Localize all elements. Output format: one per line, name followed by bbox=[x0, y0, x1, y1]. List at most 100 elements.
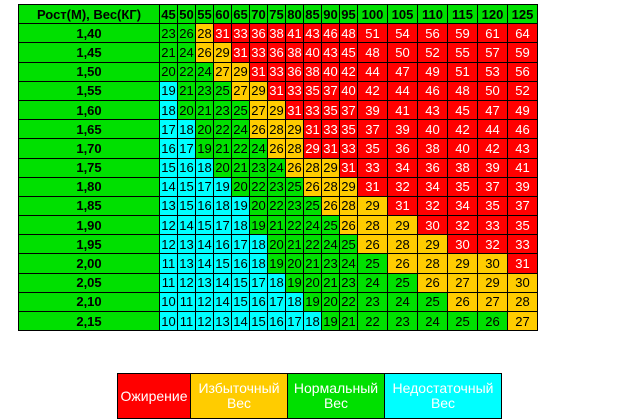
table-row: 1,70 16 17 19 21 22 24 26 28 29 31 33 35 36 38 40 42 43 bbox=[18, 138, 538, 159]
bmi-cell: 16 bbox=[177, 157, 196, 178]
bmi-cell: 17 bbox=[285, 310, 304, 332]
bmi-cell: 19 bbox=[267, 253, 286, 274]
bmi-cell: 35 bbox=[303, 80, 322, 101]
bmi-cell: 33 bbox=[231, 23, 250, 44]
table-row: 1,85 13 15 16 18 19 20 22 23 25 26 28 29 31 32 34 35 37 bbox=[18, 195, 538, 217]
bmi-cell: 28 bbox=[267, 119, 286, 140]
height-label: 1,70 bbox=[18, 138, 160, 159]
bmi-cell: 41 bbox=[387, 99, 418, 121]
bmi-cell: 18 bbox=[285, 291, 304, 313]
bmi-cell: 18 bbox=[159, 99, 178, 121]
bmi-cell: 26 bbox=[387, 253, 418, 274]
weight-header: 80 bbox=[285, 3, 304, 25]
table-row: 1,40 23 26 28 31 33 36 38 41 43 46 48 51 54 56 59 61 64 bbox=[18, 23, 538, 44]
height-label: 1,85 bbox=[18, 195, 160, 217]
bmi-cell: 29 bbox=[417, 234, 448, 255]
bmi-cell: 28 bbox=[285, 138, 304, 159]
bmi-cell: 42 bbox=[339, 61, 358, 82]
bmi-cell: 12 bbox=[177, 272, 196, 293]
bmi-cell: 42 bbox=[357, 80, 388, 101]
bmi-cell: 21 bbox=[195, 99, 214, 121]
bmi-cell: 46 bbox=[417, 80, 448, 101]
bmi-cell: 38 bbox=[285, 42, 304, 63]
bmi-cell: 43 bbox=[507, 138, 538, 159]
bmi-cell: 11 bbox=[177, 291, 196, 313]
weight-header: 60 bbox=[213, 3, 232, 25]
table-row: 2,10 10 11 12 14 15 16 17 18 19 20 22 23 24 25 26 27 28 bbox=[18, 291, 538, 313]
bmi-cell: 24 bbox=[177, 42, 196, 63]
bmi-cell: 21 bbox=[321, 272, 340, 293]
bmi-cell: 37 bbox=[357, 119, 388, 140]
bmi-cell: 40 bbox=[447, 138, 478, 159]
bmi-cell: 48 bbox=[447, 80, 478, 101]
bmi-cell: 48 bbox=[339, 23, 358, 44]
bmi-cell: 45 bbox=[339, 42, 358, 63]
bmi-cell: 16 bbox=[267, 310, 286, 332]
bmi-cell: 36 bbox=[249, 23, 268, 44]
bmi-cell: 18 bbox=[249, 234, 268, 255]
bmi-cell: 29 bbox=[249, 80, 268, 101]
bmi-cell: 20 bbox=[249, 195, 268, 217]
bmi-cell: 26 bbox=[303, 176, 322, 197]
bmi-cell: 28 bbox=[417, 253, 448, 274]
bmi-cell: 43 bbox=[321, 42, 340, 63]
bmi-cell: 17 bbox=[231, 234, 250, 255]
bmi-cell: 29 bbox=[339, 176, 358, 197]
bmi-cell: 52 bbox=[507, 80, 538, 101]
bmi-cell: 28 bbox=[339, 195, 358, 217]
bmi-cell: 23 bbox=[357, 291, 388, 313]
table-row: 1,90 12 14 15 17 18 19 21 22 24 25 26 28 29 30 32 33 35 bbox=[18, 215, 538, 236]
bmi-cell: 18 bbox=[195, 157, 214, 178]
bmi-cell: 52 bbox=[417, 42, 448, 63]
bmi-cell: 50 bbox=[477, 80, 508, 101]
bmi-cell: 24 bbox=[321, 234, 340, 255]
bmi-cell: 23 bbox=[339, 272, 358, 293]
bmi-cell: 28 bbox=[195, 23, 214, 44]
bmi-cell: 19 bbox=[285, 272, 304, 293]
height-label: 1,95 bbox=[18, 234, 160, 255]
bmi-cell: 35 bbox=[321, 99, 340, 121]
bmi-cell: 19 bbox=[213, 176, 232, 197]
bmi-cell: 20 bbox=[195, 119, 214, 140]
table-row: 1,75 15 16 18 20 21 23 24 26 28 29 31 33 34 36 38 39 41 bbox=[18, 157, 538, 178]
bmi-cell: 29 bbox=[213, 42, 232, 63]
bmi-cell: 10 bbox=[159, 291, 178, 313]
bmi-cell: 34 bbox=[447, 195, 478, 217]
bmi-cell: 17 bbox=[267, 291, 286, 313]
bmi-cell: 23 bbox=[387, 310, 418, 332]
bmi-cell: 50 bbox=[387, 42, 418, 63]
bmi-cell: 22 bbox=[285, 215, 304, 236]
bmi-cell: 37 bbox=[339, 99, 358, 121]
bmi-cell: 25 bbox=[303, 195, 322, 217]
bmi-cell: 21 bbox=[267, 215, 286, 236]
bmi-cell: 48 bbox=[357, 42, 388, 63]
bmi-cell: 27 bbox=[507, 310, 538, 332]
bmi-cell: 14 bbox=[213, 291, 232, 313]
bmi-cell: 25 bbox=[447, 310, 478, 332]
bmi-cell: 39 bbox=[507, 176, 538, 197]
bmi-cell: 38 bbox=[447, 157, 478, 178]
bmi-cell: 30 bbox=[417, 215, 448, 236]
legend-underweight: Недостаточный Вес bbox=[384, 373, 502, 419]
bmi-cell: 13 bbox=[159, 195, 178, 217]
height-label: 2,15 bbox=[18, 310, 160, 332]
bmi-cell: 46 bbox=[321, 23, 340, 44]
weight-header: 55 bbox=[195, 3, 214, 25]
bmi-table: Рост(М), Вес(КГ) 45 50 55 60 65 70 75 80 85 90 95 10… bbox=[18, 3, 538, 332]
bmi-cell: 42 bbox=[447, 119, 478, 140]
bmi-cell: 31 bbox=[303, 119, 322, 140]
bmi-cell: 19 bbox=[303, 291, 322, 313]
bmi-cell: 35 bbox=[357, 138, 388, 159]
bmi-cell: 29 bbox=[285, 119, 304, 140]
bmi-cell: 25 bbox=[387, 272, 418, 293]
bmi-cell: 49 bbox=[417, 61, 448, 82]
legend-normal-label-1: Нормальный bbox=[293, 380, 379, 396]
bmi-cell: 26 bbox=[267, 138, 286, 159]
bmi-cell: 47 bbox=[477, 99, 508, 121]
bmi-cell: 29 bbox=[321, 157, 340, 178]
bmi-cell: 25 bbox=[417, 291, 448, 313]
bmi-cell: 36 bbox=[387, 138, 418, 159]
bmi-cell: 15 bbox=[249, 310, 268, 332]
corner-label: Рост(М), Вес(КГ) bbox=[18, 3, 160, 25]
bmi-cell: 18 bbox=[213, 195, 232, 217]
